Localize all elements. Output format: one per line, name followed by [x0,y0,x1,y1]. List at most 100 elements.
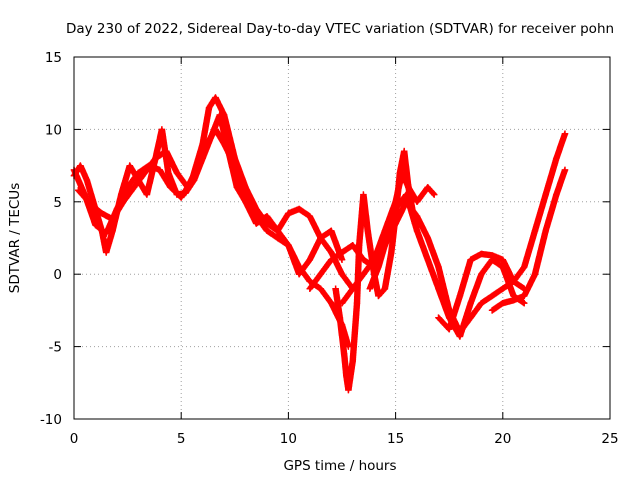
y-tick-label: -5 [49,340,62,356]
data-point [392,213,399,220]
data-point [456,333,464,340]
series-markers [332,147,419,394]
data-point [328,256,335,263]
data-point [184,184,191,191]
data-point [345,386,352,394]
data-point [510,297,517,304]
data-point [521,292,528,300]
data-point [141,169,148,177]
data-point [553,155,560,162]
data-point [521,299,528,307]
data-point [340,350,348,358]
data-point [152,155,159,162]
data-point [253,213,260,220]
data-point [306,285,314,292]
data-point [220,140,228,148]
data-point [349,357,356,365]
x-tick-label: 25 [601,431,618,447]
data-point [542,227,549,234]
chart-title: Day 230 of 2022, Sidereal Day-to-day VTE… [66,21,614,37]
x-axis-label: GPS time / hours [283,458,396,474]
data-point [338,256,346,263]
series-track [488,166,569,314]
y-axis-label: SDTVAR / TECUs [7,183,23,293]
data-point [117,191,125,198]
series-track [366,191,528,340]
y-tick-label: 5 [53,195,62,211]
data-point [478,299,485,307]
data-point [274,227,281,234]
data-point [165,169,172,177]
data-point [195,162,202,169]
data-point [285,210,292,217]
data-point [375,292,382,300]
data-point [98,227,106,234]
data-point [349,242,356,249]
data-point [521,263,528,271]
data-point [306,256,314,263]
data-point [143,191,151,198]
data-point [435,314,442,321]
data-point [411,220,419,227]
y-tick-label: 10 [45,122,62,138]
data-point [102,249,110,256]
data-point [353,299,361,307]
data-point [212,126,219,133]
data-point [370,271,378,278]
data-point [388,249,395,256]
data-point [381,285,389,292]
series-track [435,130,569,333]
data-point [162,147,170,155]
series-track [70,111,356,292]
data-point [205,104,213,111]
data-point [263,213,271,220]
data-point [317,234,324,242]
data-point [430,191,438,198]
series-markers [70,111,356,292]
data-point [182,189,189,197]
data-point [173,191,181,198]
y-tick-label: 15 [45,50,62,66]
data-point [553,191,560,198]
x-tick-label: 10 [280,431,297,447]
data-point [338,271,346,278]
data-point [456,292,464,300]
data-point [366,285,374,292]
data-point [203,140,211,148]
data-point [328,249,335,256]
data-point [561,166,569,174]
data-point [158,126,166,133]
data-point [317,285,324,292]
data-point [233,184,241,191]
data-point [77,162,84,169]
data-point [413,198,421,205]
data-point [488,252,496,259]
data-point [216,111,223,119]
data-point [531,271,539,278]
data-point [510,278,517,285]
tick-labels: 0 5 10 15 20 25 -10 -5 0 5 10 15 [40,50,619,447]
series-track [75,126,346,278]
data-point [109,227,116,234]
x-tick-label: 0 [70,431,79,447]
data-point [413,227,421,234]
data-series [70,94,569,394]
data-point [488,307,496,314]
data-point [231,162,238,169]
data-point [499,256,506,263]
series-track [332,147,419,394]
data-point [173,169,181,177]
data-point [499,299,506,307]
data-point [126,162,133,169]
data-point [478,250,485,258]
data-point [328,299,335,307]
plot-frame [73,56,611,420]
data-point [424,184,431,191]
data-point [336,314,344,321]
data-point [424,234,431,242]
data-point [295,205,303,213]
data-point [338,249,346,256]
data-point [317,271,324,278]
